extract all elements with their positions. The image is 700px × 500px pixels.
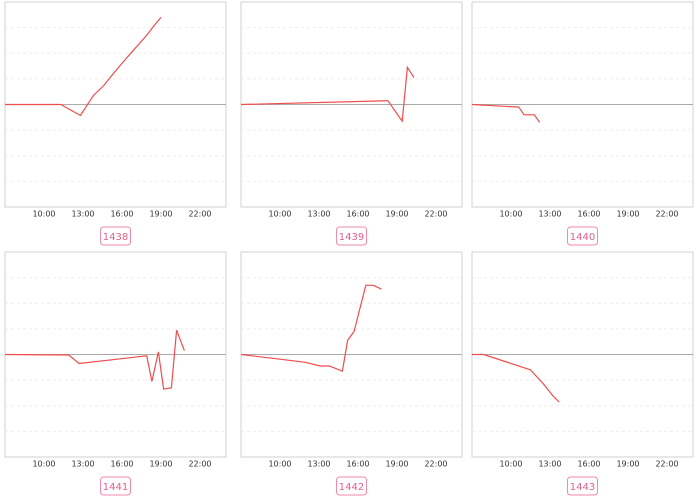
x-tick-label: 19:00 [385, 210, 408, 219]
button-label: 1441 [103, 482, 128, 493]
x-tick-label: 19:00 [149, 210, 172, 219]
panel-button[interactable]: 1438 [100, 226, 131, 246]
button-frame [567, 226, 598, 246]
button-frame [336, 226, 367, 246]
x-tick-label: 16:00 [346, 210, 369, 219]
x-tick-label: 13:00 [307, 460, 330, 469]
x-tick-label: 10:00 [32, 210, 55, 219]
chart-panel: 10:00 13:00 16:00 19:00 22:00 1440 [471, 1, 694, 246]
chart-panel: 10:00 13:00 16:00 19:00 22:00 1443 [471, 251, 694, 496]
x-tick-label: 13:00 [307, 210, 330, 219]
x-tick-label: 16:00 [577, 210, 600, 219]
x-tick-label: 16:00 [346, 460, 369, 469]
chart-panel: 10:00 13:00 16:00 19:00 22:00 1438 [4, 1, 227, 246]
series-line [4, 329, 185, 390]
series-line [471, 103, 541, 123]
x-tick-label: 19:00 [149, 460, 172, 469]
x-tick-label: 10:00 [499, 460, 522, 469]
series-line [472, 353, 560, 403]
button-label: 1442 [339, 482, 364, 493]
chart-panel: 10:00 13:00 16:00 19:00 22:00 1439 [240, 1, 463, 246]
panel-button[interactable]: 1440 [567, 226, 598, 246]
button-label: 1440 [570, 232, 595, 243]
panel-button[interactable]: 1439 [336, 226, 367, 246]
series-line [5, 17, 162, 117]
x-tick-label: 10:00 [268, 210, 291, 219]
x-tick-label: 19:00 [616, 210, 639, 219]
x-tick-label: 16:00 [577, 460, 600, 469]
x-tick-label: 13:00 [538, 210, 561, 219]
panel-button[interactable]: 1442 [336, 476, 367, 496]
x-tick-label: 13:00 [71, 210, 94, 219]
x-tick-label: 19:00 [616, 460, 639, 469]
x-tick-label: 16:00 [110, 460, 133, 469]
x-tick-label: 22:00 [188, 460, 211, 469]
x-tick-label: 13:00 [71, 460, 94, 469]
x-tick-label: 16:00 [110, 210, 133, 219]
x-tick-label: 22:00 [655, 210, 678, 219]
button-frame [100, 476, 131, 496]
x-tick-label: 22:00 [655, 460, 678, 469]
series-line [240, 284, 382, 373]
x-tick-label: 13:00 [538, 460, 561, 469]
x-tick-label: 10:00 [32, 460, 55, 469]
x-tick-label: 19:00 [385, 460, 408, 469]
chart-panel: 10:00 13:00 16:00 19:00 22:00 1441 [4, 251, 227, 496]
series-line [240, 65, 415, 123]
x-tick-label: 22:00 [424, 460, 447, 469]
x-tick-label: 22:00 [188, 210, 211, 219]
button-label: 1438 [103, 232, 128, 243]
button-label: 1439 [339, 232, 364, 243]
button-frame [100, 226, 131, 246]
button-frame [567, 476, 598, 496]
panel-button[interactable]: 1443 [567, 476, 598, 496]
x-tick-label: 10:00 [268, 460, 291, 469]
chart-panel: 10:00 13:00 16:00 19:00 22:00 1442 [240, 251, 463, 496]
panel-button[interactable]: 1441 [100, 476, 131, 496]
button-frame [336, 476, 367, 496]
x-tick-label: 22:00 [424, 210, 447, 219]
button-label: 1443 [570, 482, 595, 493]
x-tick-label: 10:00 [499, 210, 522, 219]
